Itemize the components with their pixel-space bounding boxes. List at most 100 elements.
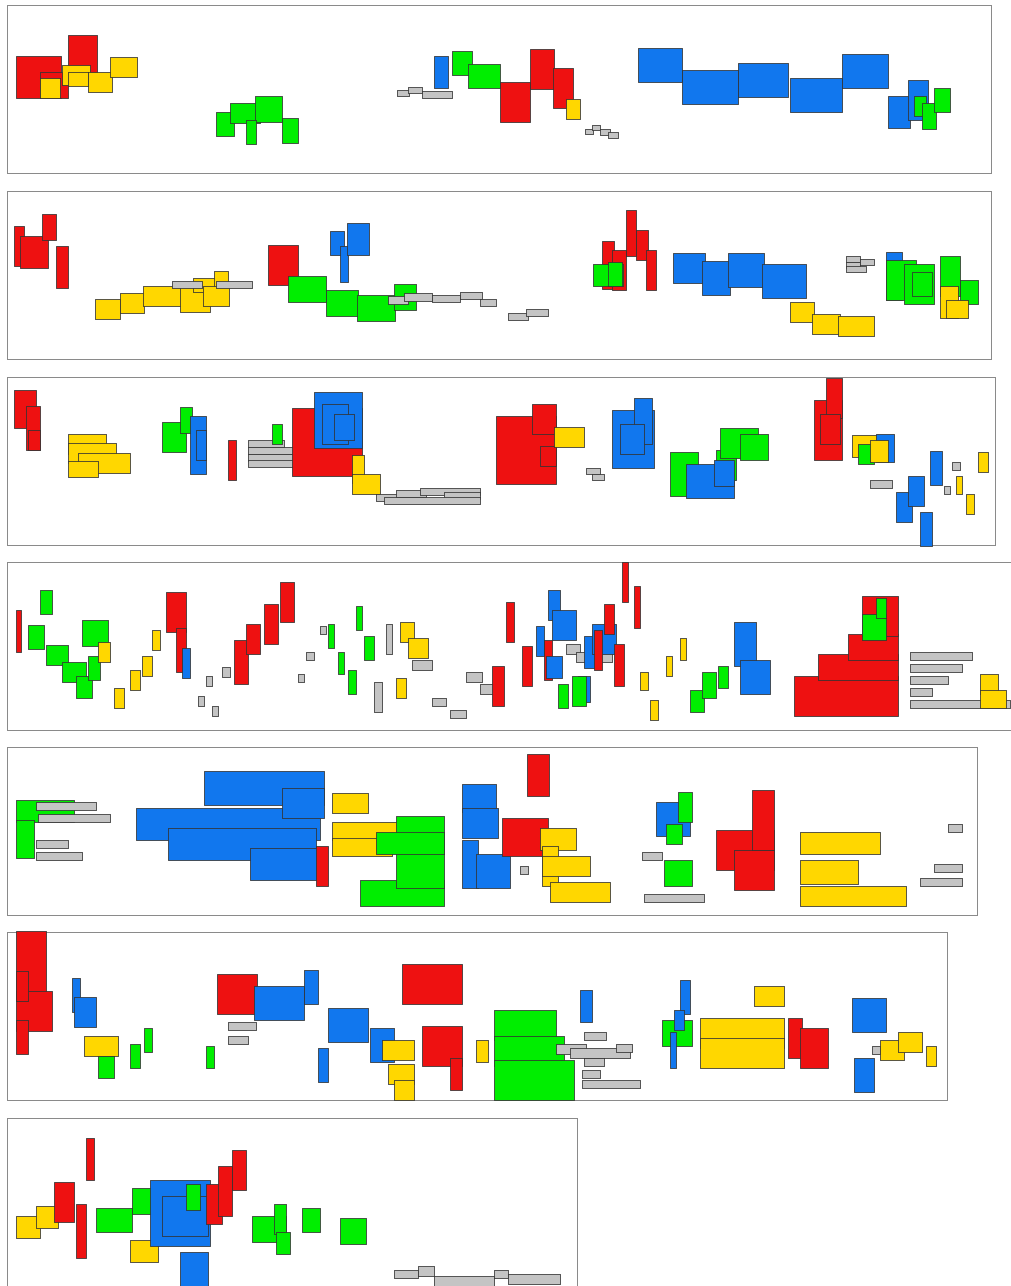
red-block [234,640,249,685]
red-block [217,974,258,1015]
gray-block [222,667,231,678]
gray-block [586,468,601,475]
red-block [56,246,69,289]
green-block [326,290,359,317]
yellow-block [800,860,859,885]
blue-block [738,63,789,98]
green-block [494,1060,575,1101]
gray-block [608,132,619,139]
yellow-block [838,316,875,337]
red-block [228,440,237,481]
green-block [666,824,683,845]
green-block [664,860,693,887]
blue-block [790,78,843,113]
blue-block [162,1196,209,1237]
gray-block [642,852,663,861]
blue-block [254,986,305,1021]
green-block [76,676,93,699]
yellow-block [110,57,138,78]
red-block [622,562,629,603]
green-block [364,636,375,661]
yellow-block [966,494,975,515]
gray-block [36,802,97,811]
green-block [28,625,45,650]
blue-block [328,1008,369,1043]
red-block [450,1058,463,1091]
red-block [16,610,22,653]
blue-block [682,70,739,105]
panel-5 [7,747,978,916]
red-block [86,1138,95,1181]
blue-block [196,430,207,461]
gray-block [910,664,963,673]
blue-block [714,460,735,487]
green-block [40,590,53,615]
red-block [752,790,775,851]
red-block [492,666,505,707]
gray-block [592,125,601,131]
gray-block [432,295,461,303]
gray-block [520,866,529,875]
red-block [527,754,550,797]
green-block [98,1056,115,1079]
blue-block [740,660,771,695]
green-block [96,1208,133,1233]
yellow-block [640,672,649,691]
red-block [402,964,463,1005]
blue-block [762,264,807,299]
red-block [316,846,329,887]
blue-block [318,1048,329,1083]
blue-block [674,1010,685,1031]
red-block [16,971,29,1002]
gray-block [466,672,483,683]
red-block [76,1204,87,1259]
green-block [494,1010,557,1041]
green-block [608,262,623,287]
yellow-block [800,886,907,907]
yellow-block [554,427,585,448]
green-block [876,598,887,619]
gray-block [404,293,433,302]
gray-block [172,281,203,289]
red-block [594,630,603,671]
panel-7 [7,1118,578,1286]
blue-block [842,54,889,89]
red-block [280,582,295,623]
gray-block [422,91,453,99]
gray-block [228,1022,257,1031]
gray-block [526,309,549,317]
blue-block [462,808,499,839]
yellow-block [812,314,841,335]
panel-3 [7,377,996,547]
blue-block [734,622,757,667]
gray-block [320,626,327,635]
green-block [678,792,693,823]
blue-block [347,223,370,256]
blue-block [908,476,925,507]
green-block [356,606,363,631]
gray-block [582,1070,601,1079]
yellow-block [120,293,145,314]
green-block [922,103,937,130]
yellow-block [790,302,815,323]
gray-block [870,480,893,489]
green-block [934,88,951,113]
green-block [206,1046,215,1069]
yellow-block [956,476,963,495]
yellow-block [382,1040,415,1061]
green-block [282,118,299,144]
gray-block [644,894,705,903]
yellow-block [143,286,182,307]
green-block [452,51,473,76]
red-block [626,210,637,257]
blue-block [638,48,683,83]
blue-block [920,512,933,547]
green-block [130,1044,141,1069]
blue-block [930,451,943,486]
blue-block [552,610,577,641]
yellow-block [68,461,99,478]
green-block [186,1184,201,1211]
gray-block [860,259,875,266]
red-block [532,404,557,435]
yellow-block [114,688,125,709]
